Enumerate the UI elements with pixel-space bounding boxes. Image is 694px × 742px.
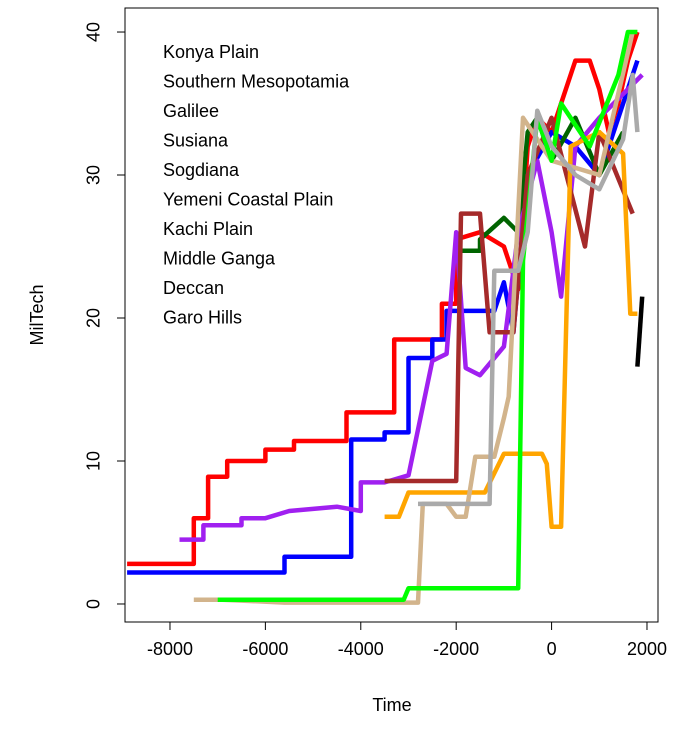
legend-entry: Deccan <box>163 278 224 298</box>
series-line <box>217 29 638 602</box>
series-line <box>179 73 644 542</box>
x-tick-label: 0 <box>547 639 557 659</box>
y-tick-label: 10 <box>84 451 104 471</box>
x-axis-label: Time <box>372 695 411 715</box>
y-tick-label: 40 <box>84 22 104 42</box>
x-tick-label: 2000 <box>627 639 667 659</box>
legend-entry: Konya Plain <box>163 42 259 62</box>
legend-entry: Garo Hills <box>163 307 242 327</box>
y-tick-label: 30 <box>84 165 104 185</box>
legend-entry: Sogdiana <box>163 160 240 180</box>
series-line <box>418 72 640 507</box>
legend-entry: Southern Mesopotamia <box>163 71 350 91</box>
series-line <box>635 296 645 367</box>
y-tick-label: 0 <box>84 599 104 609</box>
plot-frame <box>124 7 659 623</box>
x-tick-label: -6000 <box>242 639 288 659</box>
legend-entry: Galilee <box>163 101 219 121</box>
y-tick-label: 20 <box>84 308 104 328</box>
legend-entry: Middle Ganga <box>163 248 276 268</box>
series-line <box>127 31 640 567</box>
legend-entry: Kachi Plain <box>163 219 253 239</box>
x-tick-label: -2000 <box>433 639 479 659</box>
x-tick-label: -8000 <box>147 639 193 659</box>
y-axis-label: MilTech <box>27 284 47 345</box>
x-tick-label: -4000 <box>338 639 384 659</box>
legend-entry: Yemeni Coastal Plain <box>163 189 333 209</box>
legend-entry: Susiana <box>163 130 229 150</box>
